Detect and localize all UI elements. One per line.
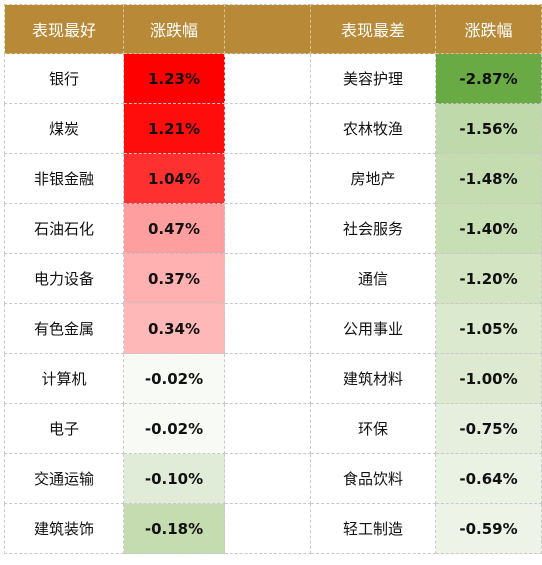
best-sector-name: 计算机 bbox=[4, 353, 124, 404]
best-sector-change: -0.10% bbox=[123, 453, 225, 504]
table-row: 银行 1.23% 美容护理 -2.87% bbox=[4, 53, 542, 104]
best-sector-change: 0.47% bbox=[123, 203, 225, 254]
worst-sector-name: 美容护理 bbox=[310, 53, 436, 104]
worst-sector-change: -1.40% bbox=[435, 203, 542, 254]
worst-header: 表现最差 bbox=[310, 4, 436, 54]
worst-sector-name: 轻工制造 bbox=[310, 503, 436, 554]
table-row: 石油石化 0.47% 社会服务 -1.40% bbox=[4, 203, 542, 254]
worst-sector-change: -0.59% bbox=[435, 503, 542, 554]
worst-sector-name: 社会服务 bbox=[310, 203, 436, 254]
worst-sector-change: -1.48% bbox=[435, 153, 542, 204]
best-sector-name: 银行 bbox=[4, 53, 124, 104]
table-row: 电子 -0.02% 环保 -0.75% bbox=[4, 403, 542, 454]
row-gap bbox=[224, 203, 311, 254]
table-row: 建筑装饰 -0.18% 轻工制造 -0.59% bbox=[4, 503, 542, 554]
table-row: 电力设备 0.37% 通信 -1.20% bbox=[4, 253, 542, 304]
best-sector-change: 1.21% bbox=[123, 103, 225, 154]
best-sector-name: 电力设备 bbox=[4, 253, 124, 304]
header-row: 表现最好 涨跌幅 表现最差 涨跌幅 bbox=[4, 4, 542, 54]
table-row: 非银金融 1.04% 房地产 -1.48% bbox=[4, 153, 542, 204]
row-gap bbox=[224, 253, 311, 304]
best-sector-name: 电子 bbox=[4, 403, 124, 454]
row-gap bbox=[224, 403, 311, 454]
row-gap bbox=[224, 103, 311, 154]
worst-sector-change: -0.64% bbox=[435, 453, 542, 504]
row-gap bbox=[224, 453, 311, 504]
row-gap bbox=[224, 303, 311, 354]
worst-sector-name: 食品饮料 bbox=[310, 453, 436, 504]
best-sector-name: 非银金融 bbox=[4, 153, 124, 204]
best-sector-change: 1.23% bbox=[123, 53, 225, 104]
best-sector-change: -0.18% bbox=[123, 503, 225, 554]
best-sector-change: 0.37% bbox=[123, 253, 225, 304]
worst-change-header: 涨跌幅 bbox=[435, 4, 542, 54]
table-row: 煤炭 1.21% 农林牧渔 -1.56% bbox=[4, 103, 542, 154]
best-sector-name: 有色金属 bbox=[4, 303, 124, 354]
best-sector-name: 建筑装饰 bbox=[4, 503, 124, 554]
worst-sector-change: -0.75% bbox=[435, 403, 542, 454]
header-gap bbox=[224, 4, 311, 54]
row-gap bbox=[224, 353, 311, 404]
best-header: 表现最好 bbox=[4, 4, 124, 54]
best-sector-name: 石油石化 bbox=[4, 203, 124, 254]
table-row: 计算机 -0.02% 建筑材料 -1.00% bbox=[4, 353, 542, 404]
row-gap bbox=[224, 153, 311, 204]
table-row: 交通运输 -0.10% 食品饮料 -0.64% bbox=[4, 453, 542, 504]
best-sector-change: 1.04% bbox=[123, 153, 225, 204]
worst-sector-change: -2.87% bbox=[435, 53, 542, 104]
best-sector-change: 0.34% bbox=[123, 303, 225, 354]
table-row: 有色金属 0.34% 公用事业 -1.05% bbox=[4, 303, 542, 354]
worst-sector-name: 通信 bbox=[310, 253, 436, 304]
worst-sector-change: -1.05% bbox=[435, 303, 542, 354]
worst-sector-name: 公用事业 bbox=[310, 303, 436, 354]
worst-sector-change: -1.56% bbox=[435, 103, 542, 154]
worst-sector-name: 农林牧渔 bbox=[310, 103, 436, 154]
best-sector-name: 煤炭 bbox=[4, 103, 124, 154]
row-gap bbox=[224, 53, 311, 104]
best-sector-change: -0.02% bbox=[123, 403, 225, 454]
sector-performance-table: 表现最好 涨跌幅 表现最差 涨跌幅 银行 1.23% 美容护理 -2.87% 煤… bbox=[4, 4, 542, 554]
worst-sector-change: -1.00% bbox=[435, 353, 542, 404]
worst-sector-change: -1.20% bbox=[435, 253, 542, 304]
worst-sector-name: 建筑材料 bbox=[310, 353, 436, 404]
best-sector-change: -0.02% bbox=[123, 353, 225, 404]
best-change-header: 涨跌幅 bbox=[123, 4, 225, 54]
worst-sector-name: 房地产 bbox=[310, 153, 436, 204]
best-sector-name: 交通运输 bbox=[4, 453, 124, 504]
row-gap bbox=[224, 503, 311, 554]
worst-sector-name: 环保 bbox=[310, 403, 436, 454]
